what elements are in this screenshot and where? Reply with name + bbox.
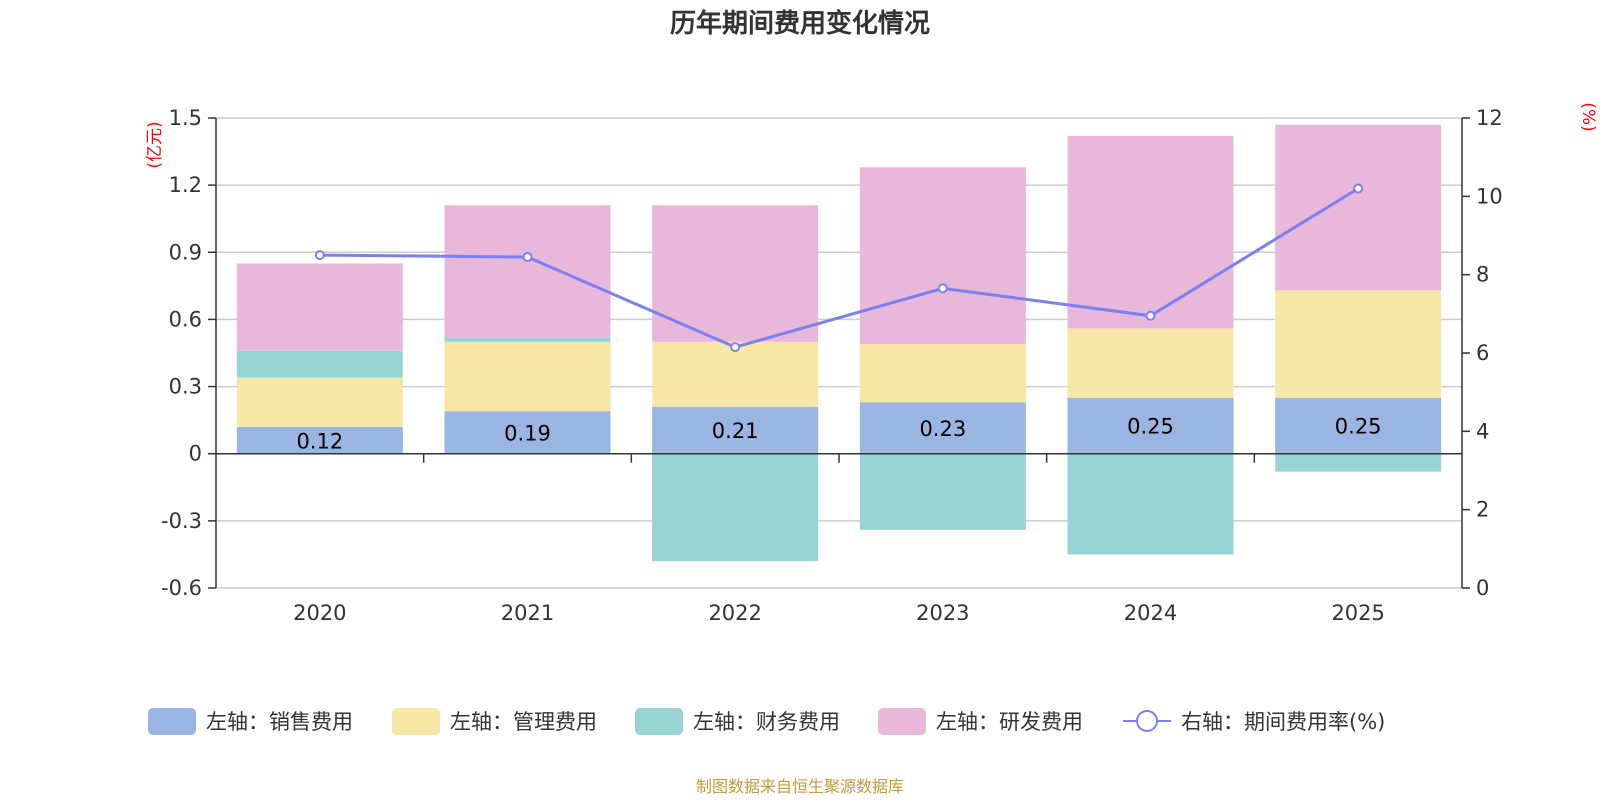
- left-tick-label: 1.2: [169, 173, 202, 197]
- x-tick-label: 2024: [1124, 601, 1177, 625]
- bar-data-label: 0.12: [296, 429, 343, 453]
- left-tick-label: 0.3: [169, 375, 202, 399]
- legend-swatch: [878, 708, 926, 735]
- bar-segment: [859, 167, 1026, 345]
- bar-segment: [236, 377, 403, 427]
- left-tick-label: -0.6: [161, 576, 202, 600]
- legend-label: 左轴：财务费用: [693, 710, 840, 734]
- chart-title: 历年期间费用变化情况: [670, 8, 930, 39]
- bar-segment: [1067, 328, 1234, 398]
- x-tick-label: 2022: [708, 601, 761, 625]
- right-tick-label: 2: [1476, 498, 1489, 522]
- bar-segment: [444, 411, 611, 454]
- bar-segment: [1067, 135, 1234, 329]
- rate-point: [1145, 310, 1156, 321]
- bar-segment: [652, 406, 819, 454]
- legend-swatch: [635, 708, 683, 735]
- legend-item[interactable]: 左轴：研发费用: [878, 708, 1083, 735]
- legend-label: 左轴：销售费用: [206, 710, 353, 734]
- source-note: 制图数据来自恒生聚源数据库: [696, 777, 904, 796]
- left-axis-unit: (亿元): [145, 121, 165, 168]
- right-tick-label: 4: [1476, 419, 1489, 443]
- rate-point: [937, 283, 948, 294]
- left-tick-label: 0.6: [169, 307, 202, 331]
- right-tick-label: 8: [1476, 263, 1489, 287]
- right-tick-label: 12: [1476, 106, 1503, 130]
- left-tick-label: -0.3: [161, 509, 202, 533]
- bar-segment: [859, 402, 1026, 454]
- grid-lines: [216, 117, 1462, 589]
- bar-segment: [236, 263, 403, 351]
- legend-label: 左轴：管理费用: [450, 710, 597, 734]
- bar-segment: [1275, 397, 1442, 454]
- left-tick-label: 0: [189, 442, 202, 466]
- legend-item[interactable]: 左轴：销售费用: [148, 708, 353, 735]
- bar-data-label: 0.21: [712, 419, 759, 443]
- legend: 左轴：销售费用 左轴：管理费用 左轴：财务费用 左轴：研发费用 右轴：期间费用率(%): [148, 708, 1385, 735]
- bar-data-label: 0.23: [919, 417, 966, 441]
- bar-segment: [652, 453, 819, 562]
- bar-segment: [444, 337, 611, 342]
- bar-segment: [236, 350, 403, 378]
- bar-segment: [444, 341, 611, 412]
- line-series: [314, 183, 1364, 353]
- bar-segment: [859, 453, 1026, 530]
- rate-point: [730, 342, 741, 353]
- right-tick-label: 10: [1476, 184, 1503, 208]
- legend-item[interactable]: 左轴：财务费用: [635, 708, 840, 735]
- rate-point: [522, 252, 533, 263]
- x-tick-label: 2021: [501, 601, 554, 625]
- bar-segment: [1067, 453, 1234, 555]
- legend-swatch: [392, 708, 440, 735]
- bar-segment: [652, 205, 819, 342]
- legend-item[interactable]: 左轴：管理费用: [392, 708, 597, 735]
- bar-series: 0.12 0.19 0.21 0.23 0.25 0.25: [236, 124, 1442, 562]
- bar-segment: [444, 205, 611, 338]
- rate-point: [1353, 183, 1364, 194]
- bar-segment: [859, 344, 1026, 403]
- legend-label: 右轴：期间费用率(%): [1181, 710, 1385, 734]
- right-axis-unit: (%): [1578, 102, 1598, 131]
- bar-segment: [1275, 453, 1442, 472]
- legend-item[interactable]: 右轴：期间费用率(%): [1123, 710, 1385, 734]
- legend-swatch: [148, 708, 196, 735]
- right-tick-label: 0: [1476, 576, 1489, 600]
- x-tick-label: 2025: [1331, 601, 1384, 625]
- bar-segment: [652, 341, 819, 407]
- left-tick-label: 1.5: [169, 106, 202, 130]
- bar-segment: [1275, 290, 1442, 398]
- legend-label: 左轴：研发费用: [936, 710, 1083, 734]
- legend-marker: [1136, 710, 1158, 732]
- bar-data-label: 0.19: [504, 421, 551, 445]
- left-tick-label: 0.9: [169, 240, 202, 264]
- x-tick-label: 2023: [916, 601, 969, 625]
- rate-line: [319, 187, 1359, 349]
- x-tick-label: 2020: [293, 601, 346, 625]
- right-tick-label: 6: [1476, 341, 1489, 365]
- bar-data-label: 0.25: [1127, 415, 1174, 439]
- rate-point: [314, 250, 325, 261]
- bar-segment: [1067, 397, 1234, 454]
- bar-data-label: 0.25: [1335, 415, 1382, 439]
- bar-segment: [1275, 124, 1442, 291]
- bar-segment: [236, 426, 403, 454]
